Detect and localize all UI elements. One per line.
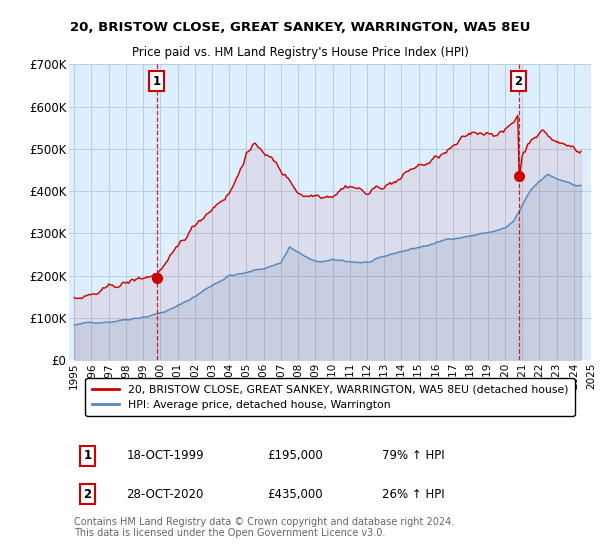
Text: 1: 1 (83, 449, 91, 463)
Text: Price paid vs. HM Land Registry's House Price Index (HPI): Price paid vs. HM Land Registry's House … (131, 46, 469, 59)
Text: 1: 1 (153, 74, 161, 88)
Text: 26% ↑ HPI: 26% ↑ HPI (382, 488, 445, 501)
Text: £195,000: £195,000 (268, 449, 323, 463)
Text: 20, BRISTOW CLOSE, GREAT SANKEY, WARRINGTON, WA5 8EU: 20, BRISTOW CLOSE, GREAT SANKEY, WARRING… (70, 21, 530, 34)
Text: Contains HM Land Registry data © Crown copyright and database right 2024.
This d: Contains HM Land Registry data © Crown c… (74, 517, 454, 538)
Text: 2: 2 (83, 488, 91, 501)
Text: £435,000: £435,000 (268, 488, 323, 501)
Text: 18-OCT-1999: 18-OCT-1999 (127, 449, 204, 463)
Text: 79% ↑ HPI: 79% ↑ HPI (382, 449, 445, 463)
Text: 28-OCT-2020: 28-OCT-2020 (127, 488, 204, 501)
Text: 2: 2 (515, 74, 523, 88)
Legend: 20, BRISTOW CLOSE, GREAT SANKEY, WARRINGTON, WA5 8EU (detached house), HPI: Aver: 20, BRISTOW CLOSE, GREAT SANKEY, WARRING… (85, 378, 575, 417)
